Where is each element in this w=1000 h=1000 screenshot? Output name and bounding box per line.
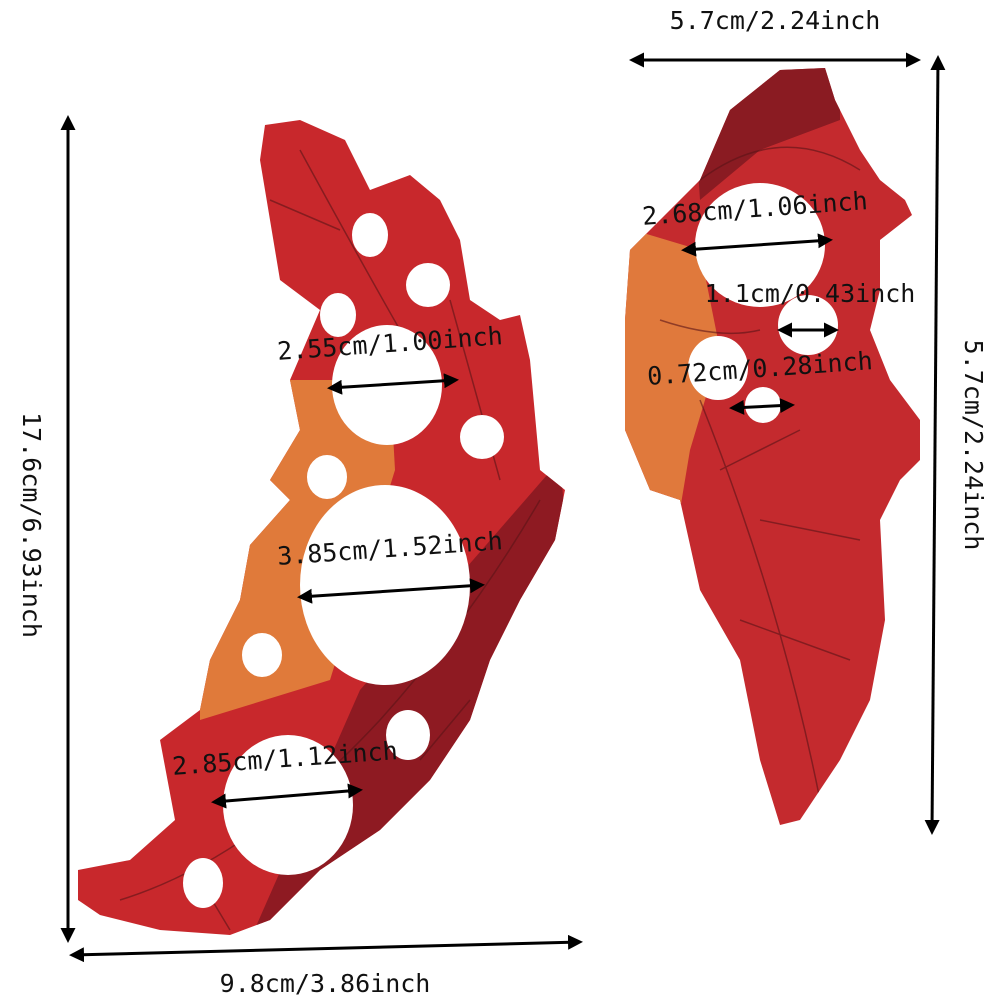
hole-arrow (211, 783, 363, 809)
hole-arrow (297, 578, 485, 604)
width-label: 5.7cm/2.24inch (670, 6, 881, 35)
right-piece (625, 68, 920, 825)
hole-label: 1.1cm/0.43inch (705, 279, 916, 308)
hole-arrow (729, 398, 795, 415)
hole-arrow (327, 373, 459, 395)
width-arrow (69, 934, 583, 963)
left-piece (78, 120, 565, 935)
height-label: 5.7cm/2.24inch (959, 340, 988, 551)
hole-arrow (681, 233, 833, 257)
height-label: 17.6cm/6.93inch (17, 412, 46, 638)
dimension-arrows (60, 52, 946, 963)
height-arrow (924, 55, 946, 835)
width-label: 9.8cm/3.86inch (220, 969, 431, 998)
